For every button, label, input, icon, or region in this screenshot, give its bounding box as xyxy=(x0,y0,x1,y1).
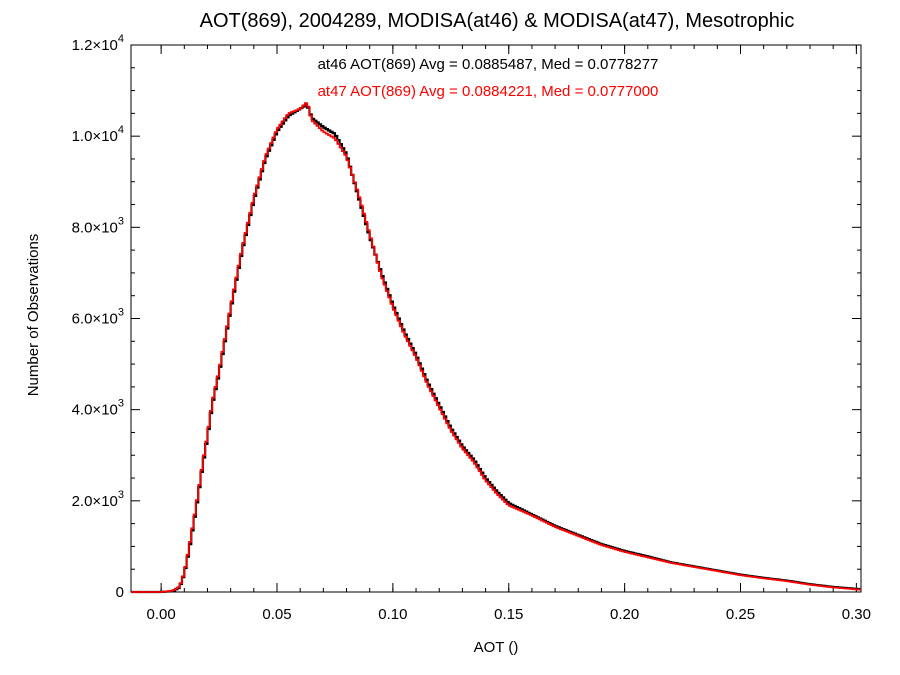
series-1-step-line xyxy=(131,102,861,593)
x-tick-label: 0.30 xyxy=(842,606,871,623)
plot-frame xyxy=(130,44,862,593)
series-0-step-line xyxy=(131,103,861,594)
x-axis-label: AOT () xyxy=(474,639,519,656)
series-layer xyxy=(131,102,861,594)
x-tick-label: 0.10 xyxy=(378,606,407,623)
x-tick-label: 0.20 xyxy=(610,606,639,623)
x-axis: 0.00 0.05 0.10 0.15 0.20 0.25 0.30 xyxy=(147,45,871,623)
y-tick-label: 4.0×103 xyxy=(72,398,124,419)
y-tick-label: 8.0×103 xyxy=(72,215,124,236)
x-tick-label: 0.15 xyxy=(494,606,523,623)
y-tick-label: 6.0×103 xyxy=(72,307,124,328)
x-tick-label: 0.25 xyxy=(726,606,755,623)
y-axis-label: Number of Observations xyxy=(25,234,42,397)
chart-title: AOT(869), 2004289, MODISA(at46) & MODISA… xyxy=(200,10,795,32)
y-tick-label: 1.2×104 xyxy=(72,33,124,54)
at46-stats-annotation: at46 AOT(869) Avg = 0.0885487, Med = 0.0… xyxy=(318,56,659,73)
y-tick-label: 1.0×104 xyxy=(72,124,124,145)
at47-stats-annotation: at47 AOT(869) Avg = 0.0884221, Med = 0.0… xyxy=(318,83,659,100)
y-axis: 0 2.0×103 4.0×103 6.0×103 8.0×103 1.0×104 1.2×… xyxy=(72,33,861,601)
x-tick-label: 0.05 xyxy=(262,606,291,623)
y-tick-label: 0 xyxy=(116,584,124,601)
y-tick-label: 2.0×103 xyxy=(72,489,124,510)
x-tick-label: 0.00 xyxy=(147,606,176,623)
